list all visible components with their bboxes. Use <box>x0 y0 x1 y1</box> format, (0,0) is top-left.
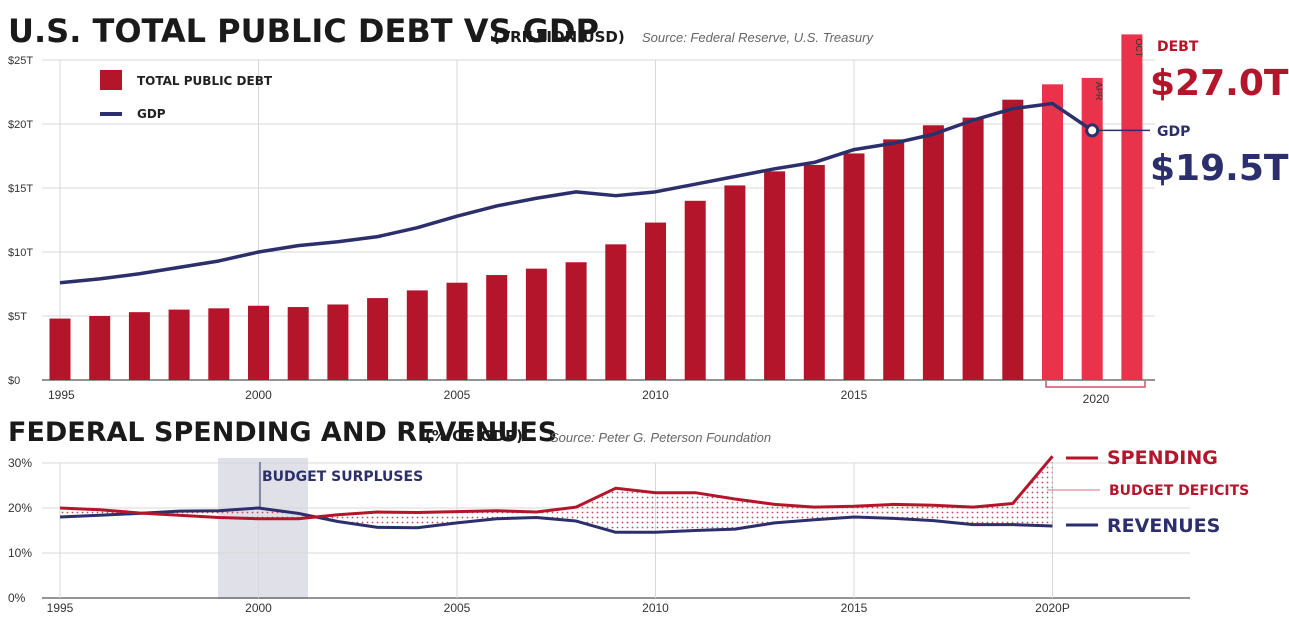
debt-bar <box>724 185 746 380</box>
chart-title: U.S. TOTAL PUBLIC DEBT VS GDP <box>8 12 599 50</box>
debt-bar <box>843 153 865 380</box>
debt-bar <box>764 171 786 380</box>
chart-subtitle: (TRILLION USD) <box>493 28 625 46</box>
debt-annotation-value: $27.0T <box>1150 63 1289 104</box>
debt-annotation-label: DEBT <box>1157 39 1199 55</box>
debt-bar <box>883 139 905 380</box>
debt-bar <box>406 290 428 380</box>
debt-bar <box>128 312 150 380</box>
top-x-tick-label: 2015 <box>841 388 868 402</box>
top-x-tick-label: 2010 <box>642 388 669 402</box>
bottom-x-tick-label: 2000 <box>245 601 272 615</box>
spending-revenue-lines <box>59 455 1054 534</box>
top-y-tick-label: $10T <box>8 247 33 259</box>
bottom-chart-title: FEDERAL SPENDING AND REVENUES <box>8 417 557 448</box>
debt-bar <box>1081 77 1103 381</box>
legend-debt-label: TOTAL PUBLIC DEBT <box>137 74 273 88</box>
debt-bar-label: OCT <box>1134 38 1144 58</box>
debt-bars <box>49 34 1143 381</box>
revenues-label: REVENUES <box>1107 515 1220 537</box>
bottom-chart-source: Source: Peter G. Peterson Foundation <box>550 430 771 445</box>
gdp-end-marker <box>1085 123 1100 138</box>
gdp-line <box>59 101 1094 285</box>
top-legend: TOTAL PUBLIC DEBT GDP <box>100 70 273 121</box>
top-y-tick-label: $15T <box>8 183 33 195</box>
bottom-y-tick-label: 30% <box>8 456 32 470</box>
debt-bar <box>248 305 269 380</box>
bottom-x-axis: 1995 2000 2005 2010 2015 2020P <box>47 601 1070 615</box>
debt-bar <box>605 244 627 380</box>
top-y-tick-label: $5T <box>8 311 27 323</box>
bottom-chart-subtitle: (% OF GDP) <box>425 427 523 445</box>
debt-bar <box>684 200 706 380</box>
spending-revenues-chart: FEDERAL SPENDING AND REVENUES (% OF GDP)… <box>8 417 1249 615</box>
legend-debt-swatch <box>100 70 122 90</box>
debt-bar <box>208 308 230 380</box>
bottom-y-tick-label: 20% <box>8 501 32 515</box>
debt-bar <box>525 268 547 380</box>
budget-surplus-band <box>218 458 308 599</box>
top-x-tick-label: 2005 <box>444 388 471 402</box>
bottom-x-tick-label: 2020P <box>1035 601 1070 615</box>
bottom-y-axis: 0% 10% 20% 30% <box>8 456 32 605</box>
revenues-line <box>59 506 1053 534</box>
chart-source: Source: Federal Reserve, U.S. Treasury <box>642 30 874 45</box>
top-y-tick-label: $20T <box>8 119 33 131</box>
debt-bar <box>645 222 666 380</box>
bottom-y-tick-label: 0% <box>8 591 26 605</box>
debt-bar <box>49 318 71 380</box>
top-x-tick-label: 1995 <box>48 388 75 402</box>
debt-bar <box>1042 84 1063 380</box>
top-x-axis: 1995 2000 2005 2010 2015 <box>48 388 868 402</box>
bottom-y-tick-label: 10% <box>8 546 32 560</box>
debt-bar <box>962 117 984 380</box>
debt-bar <box>287 307 309 380</box>
debt-bar <box>803 164 825 380</box>
legend-gdp-label: GDP <box>137 107 166 121</box>
top-y-tick-label: $25T <box>8 55 33 67</box>
gdp-annotation-label: GDP <box>1157 124 1190 140</box>
bottom-x-tick-label: 1995 <box>47 601 74 615</box>
debt-bar <box>327 304 349 380</box>
debt-bar <box>168 309 190 380</box>
debt-bar <box>486 275 508 380</box>
debt-bar <box>565 262 587 380</box>
bottom-x-tick-label: 2005 <box>444 601 471 615</box>
year-2020-bracket <box>1045 381 1146 388</box>
year-2020-label: 2020 <box>1083 392 1110 406</box>
spending-label: SPENDING <box>1107 447 1218 469</box>
bottom-x-tick-label: 2015 <box>841 601 868 615</box>
gdp-line-group <box>59 101 1150 285</box>
gdp-annotation-value: $19.5T <box>1150 148 1289 189</box>
debt-bar-label: APR <box>1094 82 1104 101</box>
debt-bar <box>1002 99 1024 381</box>
budget-deficit-label: BUDGET DEFICITS <box>1109 483 1249 499</box>
top-y-axis: $0 $5T $10T $15T $20T $25T <box>8 55 33 387</box>
top-y-tick-label: $0 <box>8 375 20 387</box>
debt-bar <box>922 125 944 380</box>
debt-bar-labels: APR OCT <box>1094 38 1144 101</box>
debt-bar <box>89 316 111 380</box>
budget-deficit-area <box>60 456 1053 533</box>
debt-bar <box>1121 34 1143 381</box>
budget-surplus-label: BUDGET SURPLUSES <box>262 469 423 485</box>
bottom-x-tick-label: 2010 <box>642 601 669 615</box>
top-x-tick-label: 2000 <box>245 388 272 402</box>
debt-vs-gdp-chart: U.S. TOTAL PUBLIC DEBT VS GDP (TRILLION … <box>8 12 1289 406</box>
debt-bar <box>446 282 468 380</box>
spending-line <box>59 455 1054 521</box>
debt-bar <box>367 298 389 380</box>
